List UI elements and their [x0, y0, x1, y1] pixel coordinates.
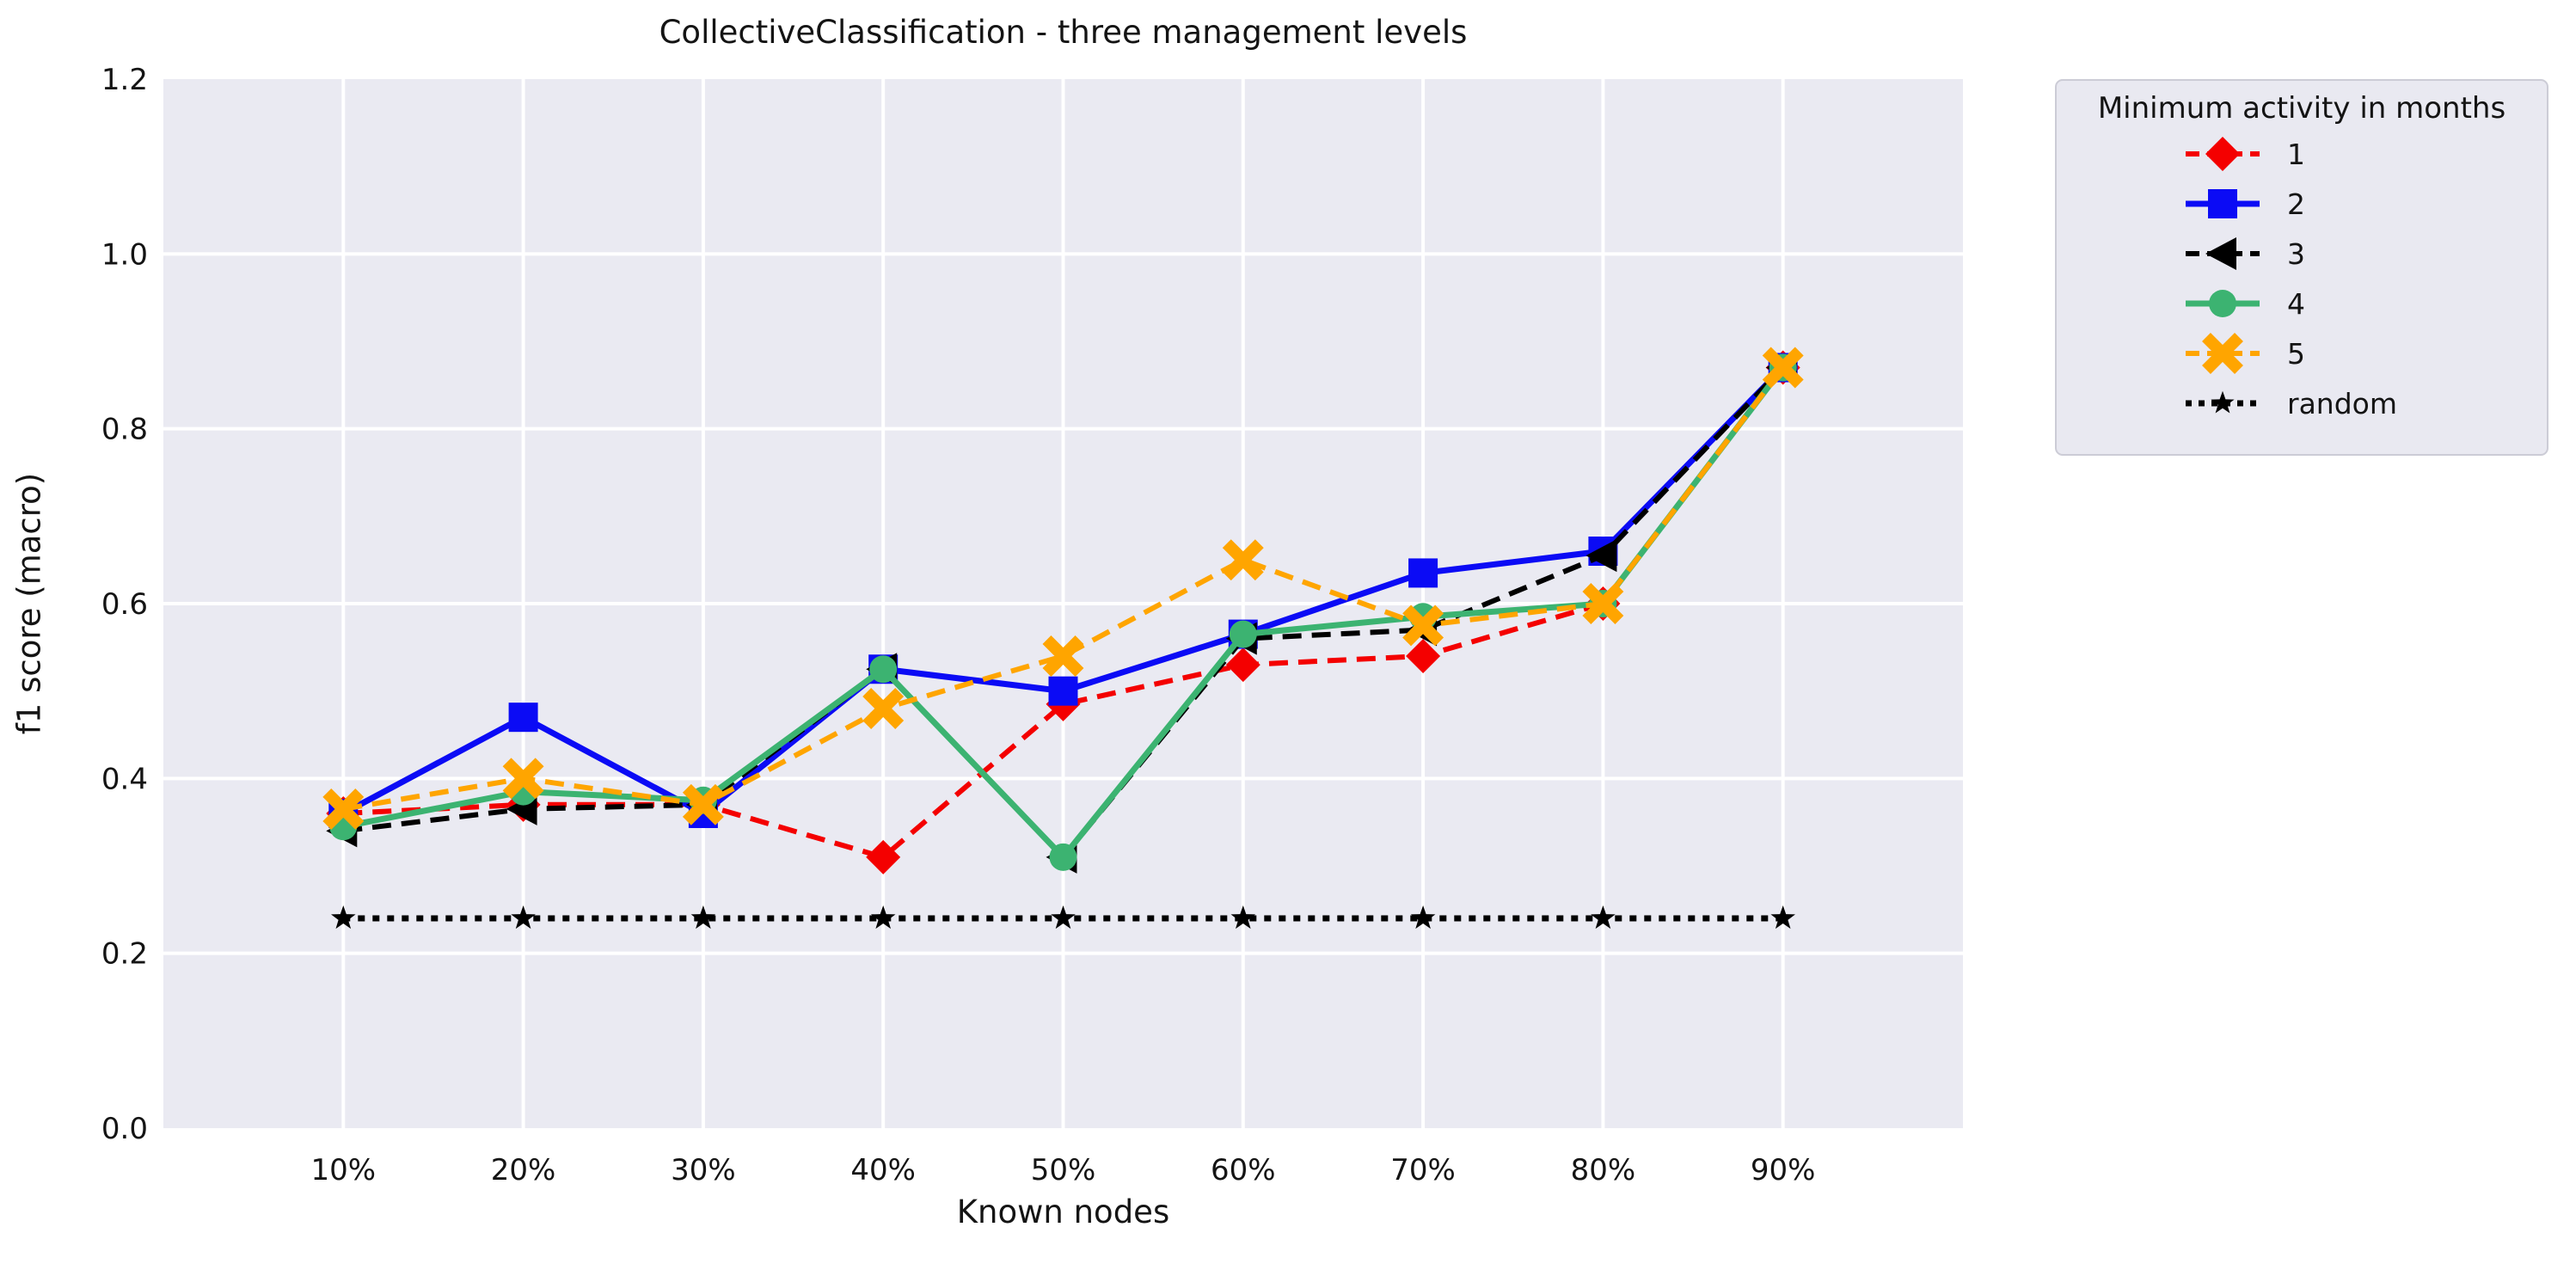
legend: Minimum activity in months 1 2 3 4 5 random	[2055, 79, 2548, 456]
series-5	[322, 347, 1804, 830]
y-tick-label: 0.2	[101, 937, 148, 972]
legend-marker-icon	[2186, 189, 2260, 218]
x-tick-label: 70%	[1390, 1153, 1456, 1187]
legend-item-label: 5	[2287, 336, 2305, 371]
legend-marker-icon	[2186, 237, 2260, 270]
x-tick-label: 90%	[1751, 1153, 1816, 1187]
x-tick-label: 40%	[850, 1153, 916, 1187]
legend-marker-icon	[2186, 290, 2260, 317]
chart-title: CollectiveClassification - three managem…	[659, 14, 1468, 51]
x-tick-label: 50%	[1031, 1153, 1096, 1187]
y-tick-label: 0.8	[101, 413, 148, 447]
legend-item-4: 4	[2057, 279, 2547, 328]
y-tick-label: 0.4	[101, 762, 148, 796]
x-axis-label: Known nodes	[956, 1193, 1170, 1230]
legend-marker-icon	[2186, 333, 2260, 374]
series-line-5	[342, 365, 1786, 812]
legend-title: Minimum activity in months	[2097, 91, 2506, 126]
series-random	[331, 905, 1795, 930]
legend-item-label: random	[2287, 386, 2397, 420]
y-tick-label: 1.2	[101, 63, 148, 97]
y-tick-label: 0.0	[101, 1112, 148, 1146]
legend-item-1: 1	[2057, 129, 2547, 179]
legend-item-label: 1	[2287, 137, 2305, 171]
legend-item-random: random	[2057, 378, 2547, 428]
series-line-3	[342, 365, 1785, 862]
x-tick-label: 60%	[1211, 1153, 1276, 1187]
legend-item-2: 2	[2057, 179, 2547, 229]
series-line-1	[343, 365, 1786, 861]
x-tick-label: 30%	[671, 1153, 736, 1187]
x-tick-label: 10%	[311, 1153, 377, 1187]
x-tick-label: 80%	[1571, 1153, 1636, 1187]
x-tick-label: 20%	[491, 1153, 556, 1187]
legend-item-label: 4	[2287, 286, 2305, 321]
legend-marker-icon	[2186, 137, 2260, 171]
y-tick-label: 0.6	[101, 587, 148, 622]
legend-item-label: 2	[2287, 187, 2305, 221]
y-tick-label: 1.0	[101, 237, 148, 272]
legend-item-label: 3	[2287, 236, 2305, 271]
legend-item-3: 3	[2057, 229, 2547, 279]
legend-item-5: 5	[2057, 328, 2547, 378]
legend-marker-icon	[2186, 390, 2260, 414]
